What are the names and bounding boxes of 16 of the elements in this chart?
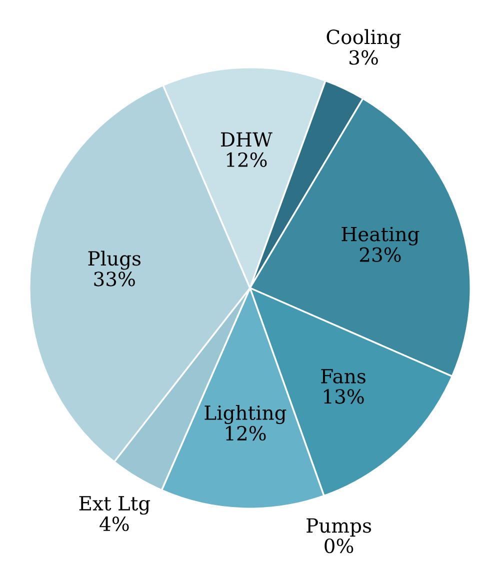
data-label: 12% xyxy=(226,426,266,441)
slice-label: Heating xyxy=(342,226,420,246)
category-label: Pumps xyxy=(306,518,372,537)
data-label: 33% xyxy=(94,272,135,286)
data-label: 13% xyxy=(324,389,364,404)
slice-label: Ext Ltg xyxy=(79,496,150,515)
text: 0% xyxy=(324,538,354,554)
data-label: 23% xyxy=(360,247,401,262)
data-label: 4% xyxy=(100,516,129,532)
data-label: 3% xyxy=(350,50,378,65)
slice-label: Fans xyxy=(321,369,366,384)
slice-label: Plugs xyxy=(88,250,140,270)
slice-label: Lighting xyxy=(204,404,286,424)
data-label: 12% xyxy=(226,152,267,168)
slice-label: DHW xyxy=(220,132,272,147)
slice-label: Cooling xyxy=(326,29,401,48)
